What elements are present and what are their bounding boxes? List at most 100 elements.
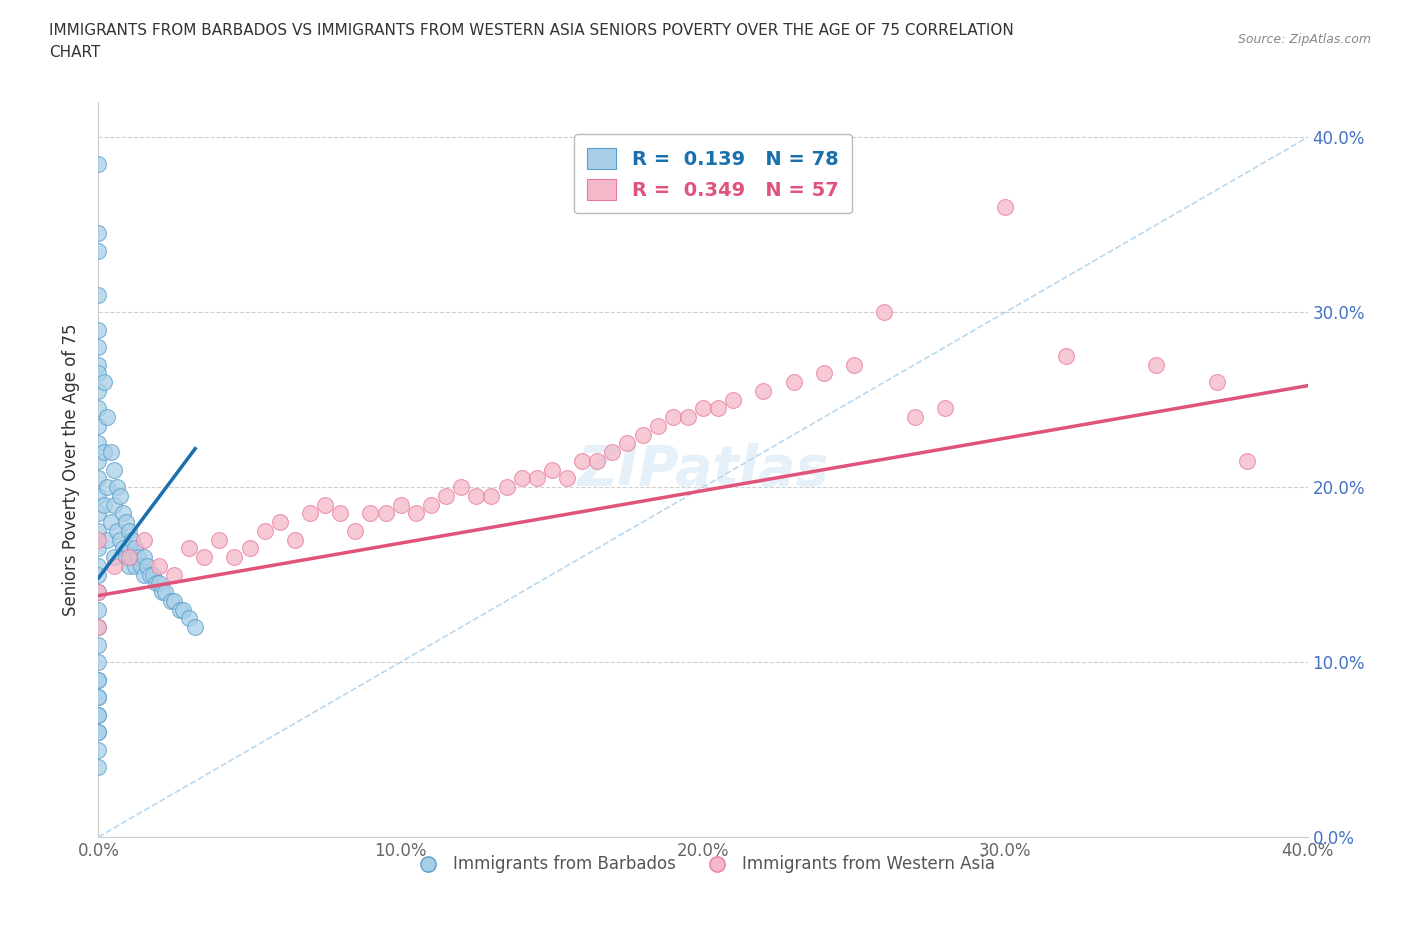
Point (105, 480, 128, 495)
Point (124, 558, 146, 573)
Point (103, 498, 125, 512)
Text: Source: ZipAtlas.com: Source: ZipAtlas.com (1237, 33, 1371, 46)
Point (87, 690, 110, 705)
Point (118, 541, 141, 556)
Point (142, 567, 165, 582)
Point (783, 375, 806, 390)
Point (132, 550, 155, 565)
Point (87, 637, 110, 652)
Point (495, 480, 517, 495)
Text: IMMIGRANTS FROM BARBADOS VS IMMIGRANTS FROM WESTERN ASIA SENIORS POVERTY OVER TH: IMMIGRANTS FROM BARBADOS VS IMMIGRANTS F… (49, 23, 1014, 38)
Point (121, 550, 143, 565)
Point (284, 532, 307, 547)
Point (93, 445, 115, 459)
Point (108, 488, 131, 503)
Point (208, 532, 231, 547)
Point (87, 532, 110, 547)
Point (87, 357, 110, 372)
Point (87, 366, 110, 381)
Point (96, 410, 118, 425)
Point (87, 287, 110, 302)
Point (87, 707, 110, 722)
Text: ZIPatlas: ZIPatlas (578, 443, 828, 497)
Point (169, 602, 191, 617)
Point (87, 401, 110, 416)
Point (723, 392, 745, 407)
Point (121, 532, 143, 547)
Point (103, 462, 125, 477)
Point (150, 585, 173, 600)
Point (111, 541, 134, 556)
Legend: Immigrants from Barbados, Immigrants from Western Asia: Immigrants from Barbados, Immigrants fro… (405, 849, 1001, 880)
Point (114, 514, 136, 529)
Point (631, 427, 654, 442)
Point (148, 576, 170, 591)
Point (1054, 349, 1077, 364)
Point (586, 454, 609, 469)
Point (87, 436, 110, 451)
Point (163, 567, 186, 582)
Text: CHART: CHART (49, 45, 101, 60)
Point (87, 690, 110, 705)
Point (87, 323, 110, 338)
Point (139, 567, 162, 582)
Point (87, 672, 110, 687)
Point (163, 593, 186, 608)
Point (602, 445, 624, 459)
Point (344, 524, 367, 538)
Point (179, 541, 201, 556)
Point (87, 454, 110, 469)
Point (465, 488, 488, 503)
Point (124, 541, 146, 556)
Point (184, 619, 207, 634)
Point (111, 506, 134, 521)
Point (87, 585, 110, 600)
Point (752, 383, 775, 398)
Point (87, 541, 110, 556)
Point (87, 742, 110, 757)
Point (405, 506, 427, 521)
Point (118, 558, 141, 573)
Point (153, 585, 176, 600)
Point (253, 524, 276, 538)
Point (434, 488, 457, 503)
Point (87, 244, 110, 259)
Point (510, 471, 533, 485)
Point (87, 724, 110, 739)
Point (135, 558, 157, 573)
Point (571, 454, 593, 469)
Point (96, 480, 118, 495)
Point (1236, 454, 1258, 469)
Point (96, 532, 118, 547)
Point (813, 366, 835, 381)
Point (160, 593, 183, 608)
Point (904, 410, 927, 425)
Point (129, 558, 152, 573)
Point (360, 506, 382, 521)
Point (540, 462, 562, 477)
Point (299, 506, 322, 521)
Point (707, 401, 730, 416)
Point (132, 567, 155, 582)
Point (87, 602, 110, 617)
Point (1144, 357, 1167, 372)
Point (172, 602, 194, 617)
Point (994, 200, 1017, 215)
Point (374, 506, 396, 521)
Point (934, 401, 956, 416)
Point (526, 471, 548, 485)
Point (269, 514, 291, 529)
Point (87, 672, 110, 687)
Point (179, 611, 201, 626)
Point (87, 619, 110, 634)
Point (87, 707, 110, 722)
Point (87, 558, 110, 573)
Point (87, 760, 110, 775)
Point (314, 498, 336, 512)
Point (420, 498, 443, 512)
Point (145, 576, 167, 591)
Point (647, 418, 669, 433)
Point (692, 401, 714, 416)
Point (873, 305, 896, 320)
Y-axis label: Seniors Poverty Over the Age of 75: Seniors Poverty Over the Age of 75 (62, 324, 80, 616)
